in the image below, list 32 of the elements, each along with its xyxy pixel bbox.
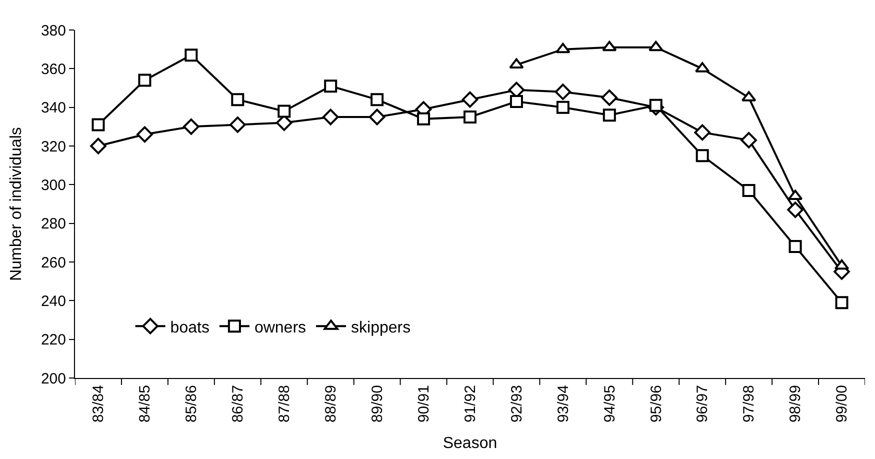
legend-label: skippers xyxy=(351,319,411,336)
x-tick-label: 96/97 xyxy=(694,385,712,423)
legend-label: owners xyxy=(254,319,306,336)
x-tick-label: 87/88 xyxy=(276,385,293,423)
x-tick-label: 83/84 xyxy=(90,385,108,423)
y-axis-title: Number of individuals xyxy=(8,127,25,281)
y-tick-label: 240 xyxy=(40,292,66,310)
y-tick-label: 260 xyxy=(40,254,66,272)
x-tick-label: 95/96 xyxy=(648,385,665,423)
x-tick-label: 99/00 xyxy=(834,385,851,423)
y-tick-label: 200 xyxy=(40,370,66,388)
x-tick-label: 94/95 xyxy=(601,385,618,423)
x-tick-label: 90/91 xyxy=(415,385,432,423)
x-tick-label: 98/99 xyxy=(787,385,804,423)
x-tick-label: 93/94 xyxy=(554,385,572,423)
y-tick-label: 280 xyxy=(40,216,66,233)
x-tick-label: 85/86 xyxy=(183,385,200,423)
x-tick-label: 97/98 xyxy=(740,385,758,423)
y-tick-label: 340 xyxy=(40,100,66,117)
x-tick-label: 88/89 xyxy=(322,385,340,423)
y-tick-label: 220 xyxy=(40,332,66,349)
x-tick-label: 86/87 xyxy=(230,385,247,423)
y-tick-label: 300 xyxy=(40,176,66,194)
x-tick-label: 91/92 xyxy=(462,385,479,423)
y-tick-label: 360 xyxy=(40,60,66,78)
y-tick-label: 320 xyxy=(40,138,66,156)
y-tick-label: 380 xyxy=(40,22,66,40)
x-tick-label: 92/93 xyxy=(508,385,526,423)
x-axis-title: Season xyxy=(442,435,498,452)
x-tick-label: 89/90 xyxy=(368,385,386,423)
x-tick-label: 84/85 xyxy=(136,385,154,423)
legend-label: boats xyxy=(170,319,210,336)
